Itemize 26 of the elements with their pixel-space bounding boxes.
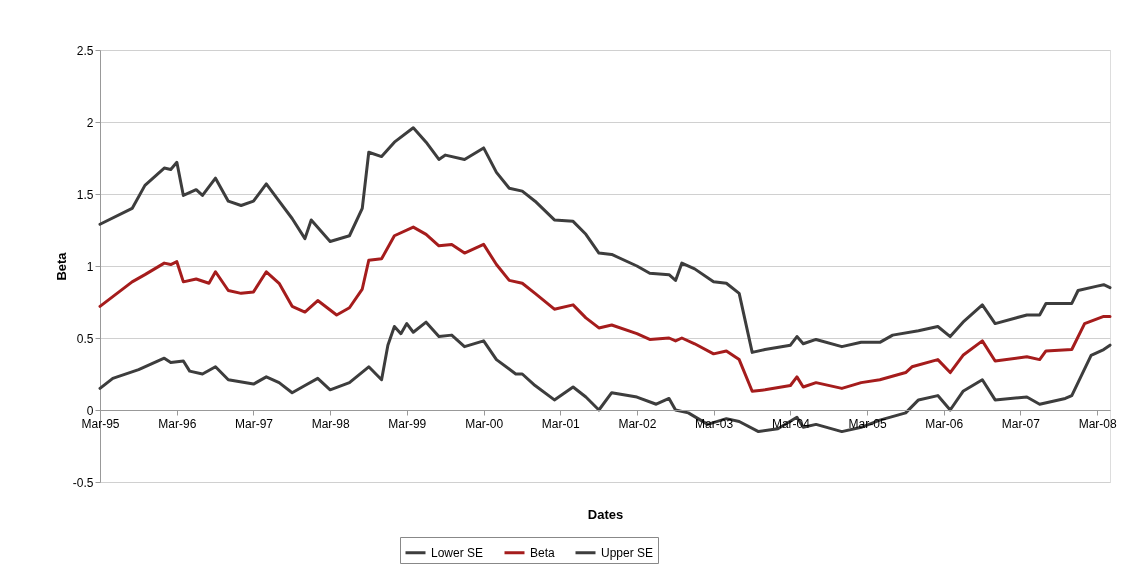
y-tick-label: 0 [86, 403, 94, 418]
x-tick-label: Mar-95 [81, 416, 120, 431]
line-series [98, 225, 1112, 393]
legend-label: Lower SE [431, 545, 484, 560]
x-tick-label: Mar-03 [695, 416, 734, 431]
x-tick-label: Mar-96 [158, 416, 197, 431]
x-axis-title: Dates [587, 506, 624, 522]
y-tick-label: -0.5 [72, 475, 94, 490]
y-tick-label: 2 [86, 115, 94, 130]
legend-label: Upper SE [601, 545, 654, 560]
y-tick-label: 0.5 [76, 331, 94, 346]
y-tick-label: 2.5 [76, 43, 94, 58]
x-tick-label: Mar-06 [925, 416, 964, 431]
x-tick-label: Mar-00 [465, 416, 504, 431]
x-tick-label: Mar-98 [311, 416, 350, 431]
x-tick-label: Mar-07 [1001, 416, 1041, 431]
x-tick-label: Mar-02 [618, 416, 657, 431]
y-tick-label: 1 [86, 259, 94, 274]
x-tick-label: Mar-01 [541, 416, 581, 431]
legend-label: Beta [530, 545, 556, 560]
y-axis-title: Beta [53, 251, 69, 281]
line-series [98, 126, 1112, 354]
x-tick-label: Mar-97 [234, 416, 274, 431]
y-tick-label: 1.5 [76, 187, 94, 202]
x-tick-label: Mar-99 [388, 416, 427, 431]
x-tick-label: Mar-08 [1078, 416, 1118, 431]
